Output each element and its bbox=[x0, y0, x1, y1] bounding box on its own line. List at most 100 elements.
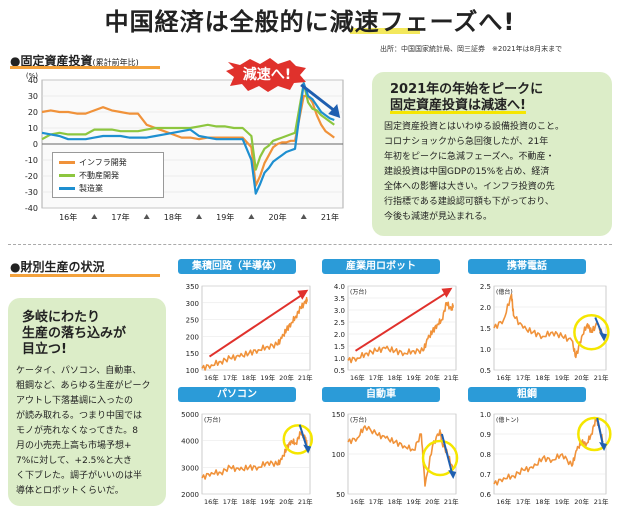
y-tick-label: 150 bbox=[186, 350, 199, 358]
section1-subtitle: (累計前年比) bbox=[92, 58, 139, 67]
s2-heading-line: 生産の落ち込みが bbox=[22, 326, 127, 341]
s1-body-line: 建設投資は中国GDPの15%を占め、経済 bbox=[384, 167, 550, 177]
y-tick-label: 3.0 bbox=[334, 307, 345, 315]
y-tick-label: 150 bbox=[332, 411, 345, 419]
y-tick-label: 4000 bbox=[181, 438, 199, 446]
section2-title: ●財別生産の状況 bbox=[10, 260, 105, 274]
chart-steel: 1.0 0.9 0.8 0.7 0.6 (億トン) 16年 17年 18年 19年 20年 21年 bbox=[480, 411, 612, 506]
legend-swatch-realestate bbox=[59, 174, 75, 177]
series-line bbox=[201, 296, 308, 371]
section1-underline bbox=[10, 66, 160, 69]
legend-label-infra: インフラ開発 bbox=[79, 158, 127, 167]
x-tick-label: 21年 bbox=[594, 373, 609, 382]
x-tick-label: 17年 bbox=[516, 497, 531, 506]
y-tick-label: 2.5 bbox=[480, 283, 491, 291]
y-tick-label: 0.8 bbox=[480, 451, 491, 459]
x-tick-label: 18年 bbox=[388, 373, 403, 382]
y-tick-label: 0.5 bbox=[480, 367, 491, 375]
x-tick-label: 18年 bbox=[535, 373, 550, 382]
y-tick-label: 0.5 bbox=[334, 367, 345, 375]
legend-item-infra: インフラ開発 bbox=[59, 157, 127, 168]
y-axis-unit: (%) bbox=[26, 72, 38, 80]
x-tick-label: 19年 bbox=[260, 373, 275, 382]
trend-arrow-shaft bbox=[354, 289, 450, 352]
y-tick-label: 1.0 bbox=[480, 411, 491, 419]
chart-mobile: 2.5 2.0 1.5 1.0 0.5 (億台) 16年 17年 18年 19年 20年 21年 bbox=[480, 283, 610, 382]
section2-textbox: 多岐にわたり 生産の落ち込みが 目立つ! ケータイ、パソコン、自動車、 粗鋼など… bbox=[8, 298, 166, 506]
y-tick-label: 200 bbox=[186, 333, 199, 341]
s1-body-line: 固定資産投資とはいわゆる設備投資のこと。 bbox=[384, 122, 565, 132]
series-line bbox=[347, 301, 454, 364]
y-tick-label: 2.0 bbox=[480, 304, 491, 312]
x-tick-label: 21年 bbox=[321, 212, 339, 222]
x-tick-label: 21年 bbox=[594, 497, 609, 506]
s2-body-line: ケータイ、パソコン、自動車、 bbox=[16, 366, 142, 376]
x-tick-label: 21年 bbox=[298, 497, 313, 506]
y-tick-label: 0.7 bbox=[480, 471, 491, 479]
y-tick-label: 2.5 bbox=[334, 319, 345, 327]
y-tick-label: 300 bbox=[186, 300, 199, 308]
mini-title-auto: 自動車 bbox=[322, 387, 440, 402]
s2-body-line: く下ブレた。調子がいいのは半 bbox=[16, 471, 143, 481]
x-tick-label: 17年 bbox=[111, 212, 129, 222]
x-tick-label: 16年 bbox=[496, 497, 511, 506]
trend-arrow-head bbox=[441, 287, 453, 298]
x-tick-label: 20年 bbox=[279, 373, 294, 382]
section1-box-heading-line1: 2021年の年始をピークに bbox=[390, 82, 544, 97]
x-tick-label: 20年 bbox=[574, 373, 589, 382]
x-tick-label: 19年 bbox=[216, 212, 234, 222]
burst-shape bbox=[226, 58, 306, 92]
y-tick-label: 30 bbox=[28, 92, 38, 101]
highlight-circle bbox=[282, 424, 314, 455]
y-tick-label: 100 bbox=[332, 451, 345, 459]
y-tick-label: 50 bbox=[336, 491, 345, 499]
y-tick-label: 1.5 bbox=[334, 343, 345, 351]
s1-body-line: 今後も減速が見込まれる。 bbox=[384, 212, 493, 222]
trend-arrow-shaft bbox=[300, 83, 338, 114]
x-tick-label: 20年 bbox=[574, 497, 589, 506]
fixed-asset-chart: 40 30 20 10 0 -10 -20 -30 -40 (%) 16年 17年 18年 19年 20年 2… bbox=[25, 72, 344, 222]
y-tick-label: 40 bbox=[28, 76, 38, 85]
section2-box-heading: 多岐にわたり 生産の落ち込みが 目立つ! bbox=[22, 310, 126, 358]
x-tick-label: 16年 bbox=[204, 373, 219, 382]
s2-body-line: モノが売れなくなってきた。8 bbox=[16, 426, 139, 436]
x-tick-label: 18年 bbox=[242, 497, 257, 506]
section1-heading: ●固定資産投資(累計前年比) bbox=[10, 50, 139, 69]
y-tick-label: -10 bbox=[25, 156, 38, 165]
s2-body-line: 7%に対して、+2.5%と大き bbox=[16, 456, 132, 466]
s1-body-line: コロナショックから急回復したが、21年 bbox=[384, 137, 549, 147]
slowdown-burst bbox=[226, 58, 306, 92]
x-tick-label: 16年 bbox=[496, 373, 511, 382]
legend-swatch-manufacturing bbox=[59, 187, 75, 190]
burst-label: 減速へ! bbox=[242, 67, 292, 83]
y-tick-label: -40 bbox=[25, 204, 38, 213]
highlight-circle bbox=[573, 313, 610, 351]
s2-body-line: が読み取れる。つまり中国では bbox=[16, 411, 143, 421]
y-tick-label: 1.5 bbox=[480, 325, 491, 333]
x-tick-label: 20年 bbox=[279, 497, 294, 506]
y-tick-label: 100 bbox=[186, 367, 199, 375]
x-tick-label: 18年 bbox=[164, 212, 182, 222]
section-divider bbox=[8, 244, 612, 245]
year-marker bbox=[196, 214, 203, 219]
decline-arrow-shaft bbox=[440, 433, 454, 475]
decline-arrow-head bbox=[599, 442, 608, 451]
x-tick-label: 17年 bbox=[223, 497, 238, 506]
chart-ic: 350 300 250 200 150 100 16年 17年 18年 19年 20年 21年 bbox=[186, 283, 314, 382]
s2-heading-line: 目立つ! bbox=[22, 342, 67, 357]
page-title: 中国経済は全般的に減速フェーズへ! bbox=[104, 8, 516, 36]
series-line bbox=[493, 293, 604, 359]
title-highlight bbox=[350, 28, 420, 34]
decline-arrow-head bbox=[599, 332, 608, 342]
x-tick-label: 17年 bbox=[223, 373, 238, 382]
legend: インフラ開発 不動産開発 製造業 bbox=[52, 152, 164, 198]
decline-arrow-head bbox=[448, 470, 457, 479]
x-tick-label: 20年 bbox=[425, 373, 440, 382]
s1-body-line: 行指標である建設認可額も下がっており、 bbox=[384, 197, 554, 207]
x-tick-label: 21年 bbox=[444, 373, 459, 382]
y-tick-label: 20 bbox=[28, 108, 38, 117]
highlight-circle bbox=[577, 416, 612, 452]
decline-arrow-shaft bbox=[596, 417, 605, 447]
section1-box-heading-line2: 固定資産投資は減速へ! bbox=[390, 98, 526, 113]
x-tick-label: 20年 bbox=[425, 497, 440, 506]
